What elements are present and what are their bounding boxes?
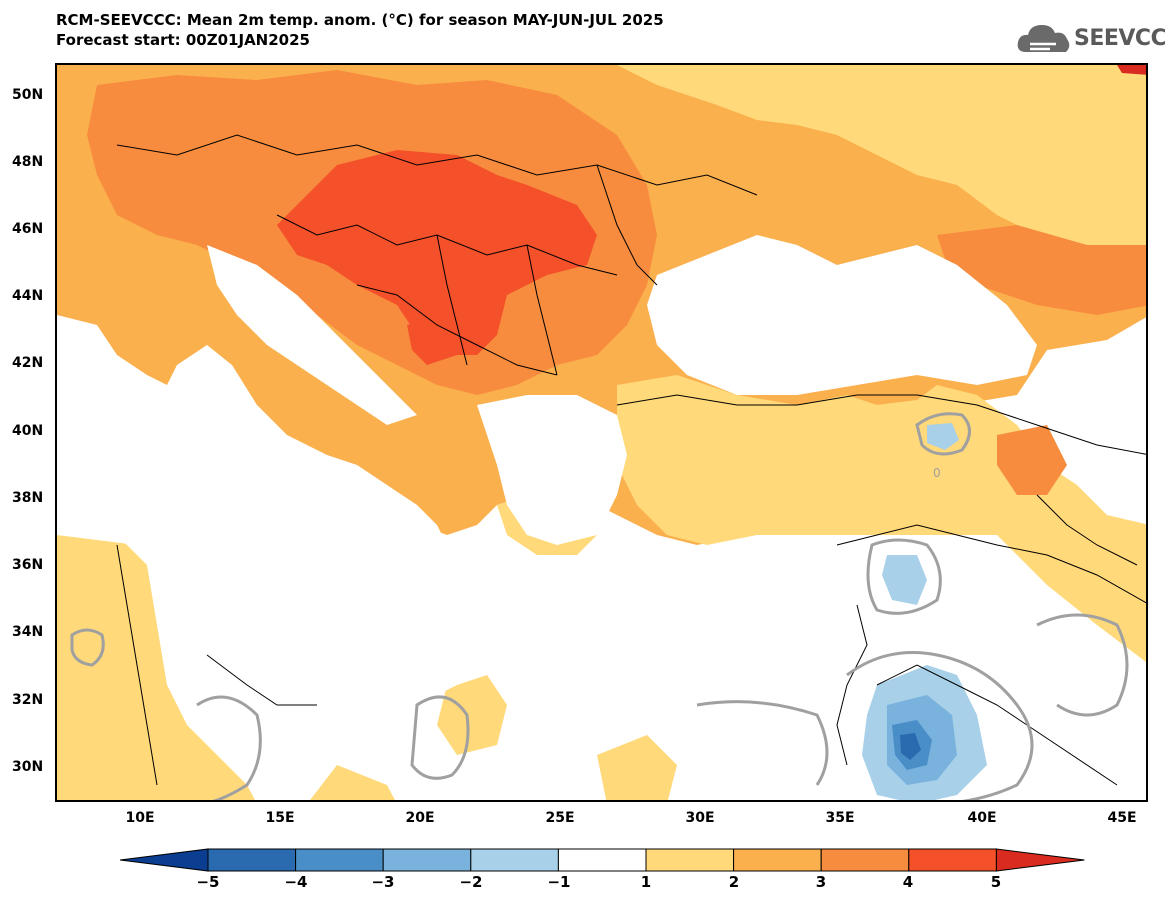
- lon-label: 40E: [967, 810, 997, 826]
- lon-label: 45E: [1107, 810, 1137, 826]
- black-sea: [647, 235, 1037, 395]
- anomaly-zone-5-plus: [1117, 65, 1146, 75]
- lat-label: 50N: [12, 87, 44, 103]
- colorbar-segment: [470, 848, 559, 872]
- colorbar-svg: [119, 848, 1085, 872]
- anomaly-map: 0: [57, 65, 1146, 800]
- anomaly-zone-1-2-ukraine: [617, 65, 1146, 255]
- country-borders: [116, 134, 1146, 786]
- colorbar-label: −5: [196, 873, 220, 891]
- lat-label: 46N: [12, 221, 44, 237]
- lon-label: 15E: [265, 810, 295, 826]
- lat-label: 48N: [12, 154, 44, 170]
- colorbar-label: −3: [371, 873, 395, 891]
- colorbar-segment: [645, 848, 735, 872]
- anomaly-zone-3-4-turkey-east: [997, 425, 1067, 495]
- colorbar-segment: [733, 848, 822, 872]
- colorbar-arrow-right: [995, 848, 1085, 872]
- colorbar-segment: [820, 848, 910, 872]
- colorbar: [119, 848, 1090, 876]
- map-area: 0: [55, 63, 1148, 802]
- lon-label: 10E: [125, 810, 155, 826]
- lat-label: 30N: [12, 759, 44, 775]
- lat-label: 38N: [12, 490, 44, 506]
- lat-label: 42N: [12, 355, 44, 371]
- lat-label: 40N: [12, 423, 44, 439]
- anomaly-zone-1-2-libya: [437, 675, 507, 755]
- colorbar-segment: [382, 848, 472, 872]
- contour-label: 0: [933, 466, 941, 480]
- colorbar-segment: [557, 848, 647, 872]
- zero-contours: [70, 412, 1129, 800]
- title-line-1: RCM-SEEVCCC: Mean 2m temp. anom. (°C) fo…: [56, 11, 664, 29]
- anomaly-zone-neg-1-2-syria: [882, 555, 927, 605]
- colorbar-segment: [908, 848, 997, 872]
- map-title: RCM-SEEVCCC: Mean 2m temp. anom. (°C) fo…: [56, 10, 664, 50]
- colorbar-label: −1: [547, 873, 571, 891]
- lat-label: 34N: [12, 624, 44, 640]
- colorbar-label: 4: [902, 873, 914, 891]
- colorbar-label: −4: [284, 873, 308, 891]
- title-line-2: Forecast start: 00Z01JAN2025: [56, 31, 310, 49]
- anomaly-zone-4-5-serbia: [407, 315, 467, 365]
- lon-label: 20E: [405, 810, 435, 826]
- lon-label: 35E: [825, 810, 855, 826]
- colorbar-label: 1: [640, 873, 652, 891]
- colorbar-label: 5: [990, 873, 1002, 891]
- aegean-sea: [477, 395, 627, 545]
- lon-label: 25E: [545, 810, 575, 826]
- colorbar-label: 2: [728, 873, 740, 891]
- adriatic-sea: [207, 245, 417, 425]
- lon-label: 30E: [685, 810, 715, 826]
- lake: [1117, 485, 1137, 520]
- colorbar-arrow-left: [119, 848, 209, 872]
- colorbar-segment: [207, 848, 297, 872]
- anomaly-zone-4-5-pannonia: [277, 150, 597, 355]
- colorbar-label: 3: [815, 873, 827, 891]
- anomaly-zone-1-2-tunisia: [310, 765, 395, 800]
- anomaly-zone-1-2-egypt: [597, 735, 677, 800]
- anomaly-zone-1-2-africa-west: [57, 535, 255, 800]
- lat-label: 36N: [12, 557, 44, 573]
- anomaly-zone-neg-4-5-arabia: [900, 733, 921, 760]
- anomaly-zone-3-4-russia: [937, 225, 1146, 315]
- mediterranean-sea: [57, 315, 857, 725]
- seevccc-logo: SEEVCCC: [1016, 20, 1165, 60]
- lat-label: 44N: [12, 288, 44, 304]
- cloud-icon: [1017, 25, 1070, 52]
- lat-label: 32N: [12, 692, 44, 708]
- colorbar-segment: [295, 848, 384, 872]
- colorbar-label: −2: [459, 873, 483, 891]
- anomaly-zone-neg-1-2-turkey: [927, 423, 959, 450]
- logo-text: SEEVCCC: [1074, 26, 1165, 51]
